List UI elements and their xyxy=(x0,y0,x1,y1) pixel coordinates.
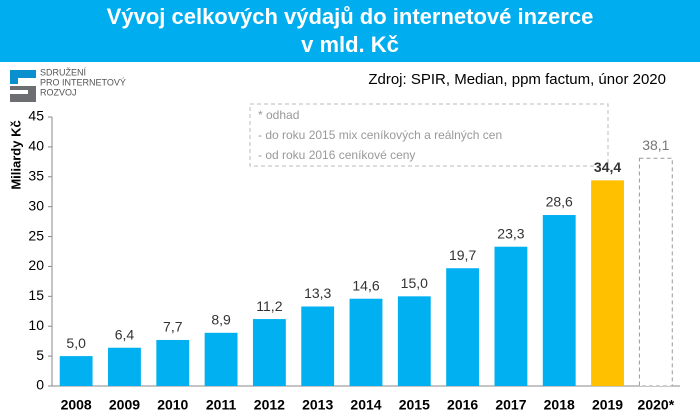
bar xyxy=(108,347,141,386)
value-label: 5,0 xyxy=(66,335,86,351)
y-tick-label: 45 xyxy=(28,108,44,124)
y-tick-label: 20 xyxy=(28,257,44,273)
value-label: 15,0 xyxy=(401,275,428,291)
x-tick-label: 2010 xyxy=(157,397,188,413)
value-label: 6,4 xyxy=(115,326,135,342)
x-tick-label: 2012 xyxy=(254,397,285,413)
x-tick-label: 2017 xyxy=(495,397,526,413)
y-tick-label: 15 xyxy=(28,287,44,303)
logo-text: ROZVOJ xyxy=(40,87,77,97)
note: * odhad xyxy=(258,108,299,122)
x-tick-label: 2009 xyxy=(109,397,140,413)
title-banner xyxy=(0,0,700,62)
value-label: 13,3 xyxy=(304,285,331,301)
bar xyxy=(349,298,383,386)
bar xyxy=(204,332,238,386)
y-tick-label: 0 xyxy=(36,377,44,393)
chart-title: v mld. Kč xyxy=(301,32,399,57)
y-tick-label: 5 xyxy=(36,347,44,363)
chart-title: Vývoj celkových výdajů do internetové in… xyxy=(107,4,594,29)
bar xyxy=(638,157,673,387)
x-tick-label: 2020* xyxy=(638,397,675,413)
y-tick-label: 10 xyxy=(28,317,44,333)
notes-box xyxy=(249,103,609,167)
bar xyxy=(542,215,576,386)
x-tick-label: 2019 xyxy=(592,397,623,413)
bar xyxy=(397,296,431,386)
y-tick-label: 30 xyxy=(28,197,44,213)
logo-text: SDRUŽENÍ xyxy=(40,67,87,77)
logo-text: PRO INTERNETOVÝ xyxy=(40,77,126,87)
value-label: 8,9 xyxy=(211,312,231,328)
bar xyxy=(591,180,624,386)
logo-icon xyxy=(10,70,36,102)
value-label: 38,1 xyxy=(642,137,669,153)
bar xyxy=(252,319,286,386)
y-axis-label: Miliardy Kč xyxy=(8,120,23,189)
x-tick-label: 2008 xyxy=(61,397,92,413)
x-tick-label: 2018 xyxy=(544,397,575,413)
x-tick-label: 2015 xyxy=(399,397,430,413)
bar xyxy=(494,246,528,386)
bar xyxy=(446,268,480,386)
y-tick-label: 35 xyxy=(28,167,44,183)
y-tick-label: 25 xyxy=(28,227,44,243)
bar xyxy=(59,356,93,386)
value-label: 34,4 xyxy=(594,159,621,175)
value-label: 23,3 xyxy=(497,225,524,241)
source: Zdroj: SPIR, Median, ppm factum, únor 20… xyxy=(368,71,666,88)
x-tick-label: 2011 xyxy=(206,397,237,413)
value-label: 19,7 xyxy=(449,247,476,263)
x-tick-label: 2016 xyxy=(447,397,478,413)
note: - do roku 2015 mix ceníkových a reálných… xyxy=(258,128,502,142)
bar xyxy=(156,339,190,386)
value-label: 14,6 xyxy=(352,277,379,293)
note: - od roku 2016 ceníkové ceny xyxy=(258,148,415,162)
value-label: 7,7 xyxy=(163,319,183,335)
bar xyxy=(301,306,335,386)
x-tick-label: 2013 xyxy=(302,397,333,413)
y-tick-label: 40 xyxy=(28,138,44,154)
value-label: 28,6 xyxy=(546,194,573,210)
value-label: 11,2 xyxy=(256,298,282,314)
x-tick-label: 2014 xyxy=(350,397,381,413)
